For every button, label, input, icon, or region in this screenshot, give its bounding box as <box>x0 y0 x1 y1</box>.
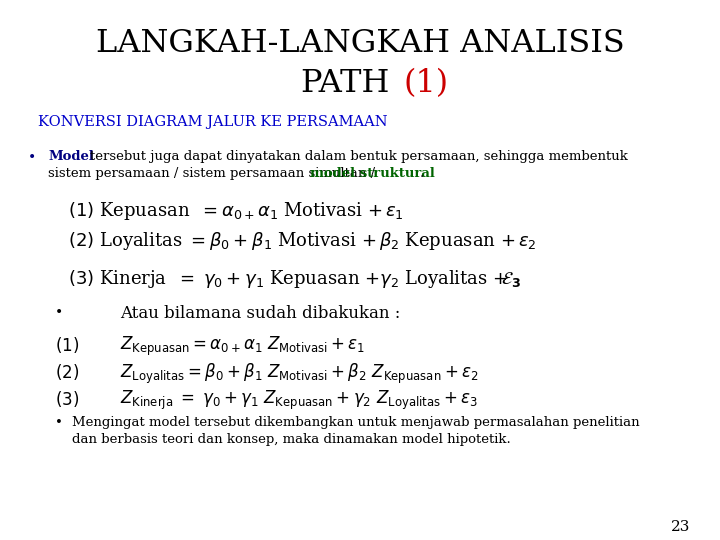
Text: Model: Model <box>48 150 94 163</box>
Text: $(1)$ Kepuasan $\;=\alpha_{0+}\alpha_1$ Motivasi $+\,\varepsilon_1$: $(1)$ Kepuasan $\;=\alpha_{0+}\alpha_1$ … <box>68 200 404 222</box>
Text: $Z_{\mathrm{Kepuasan}} = \alpha_{0+} \alpha_1\ Z_{\mathrm{Motivasi}} + \varepsil: $Z_{\mathrm{Kepuasan}} = \alpha_{0+} \al… <box>120 335 365 358</box>
Text: $Z_{\mathrm{Kinerja}} \;=\; \gamma_0 + \gamma_1\ Z_{\mathrm{Kepuasan}} + \gamma_: $Z_{\mathrm{Kinerja}} \;=\; \gamma_0 + \… <box>120 389 478 412</box>
Text: dan berbasis teori dan konsep, maka dinamakan model hipotetik.: dan berbasis teori dan konsep, maka dina… <box>72 433 510 446</box>
Text: 23: 23 <box>670 520 690 534</box>
Text: model struktural: model struktural <box>310 167 435 180</box>
Text: •: • <box>28 150 36 164</box>
Text: •: • <box>55 416 63 429</box>
Text: $(1)$: $(1)$ <box>55 335 79 355</box>
Text: (1): (1) <box>403 68 448 99</box>
Text: KONVERSI DIAGRAM JALUR KE PERSAMAAN: KONVERSI DIAGRAM JALUR KE PERSAMAAN <box>38 115 387 129</box>
Text: PATH: PATH <box>300 68 390 99</box>
Text: .: . <box>420 167 424 180</box>
Text: sistem persamaan / sistem persamaan simultan /: sistem persamaan / sistem persamaan simu… <box>48 167 379 180</box>
Text: LANGKAH-LANGKAH ANALISIS: LANGKAH-LANGKAH ANALISIS <box>96 28 624 59</box>
Text: $(3)$: $(3)$ <box>55 389 79 409</box>
Text: $Z_{\mathrm{Loyalitas}} = \beta_0 + \beta_1\ Z_{\mathrm{Motivasi}} + \beta_2\ Z_: $Z_{\mathrm{Loyalitas}} = \beta_0 + \bet… <box>120 362 479 386</box>
Text: $(3)$ Kinerja $\;=\; \gamma_0 + \gamma_1$ Kepuasan $+ \gamma_2$ Loyalitas $+\!\!: $(3)$ Kinerja $\;=\; \gamma_0 + \gamma_1… <box>68 268 522 290</box>
Text: $(2)$: $(2)$ <box>55 362 79 382</box>
Text: Mengingat model tersebut dikembangkan untuk menjawab permasalahan penelitian: Mengingat model tersebut dikembangkan un… <box>72 416 639 429</box>
Text: Atau bilamana sudah dibakukan :: Atau bilamana sudah dibakukan : <box>120 305 400 322</box>
Text: $(2)$ Loyalitas $= \beta_0 + \beta_1$ Motivasi $+\,\beta_2$ Kepuasan $+\,\vareps: $(2)$ Loyalitas $= \beta_0 + \beta_1$ Mo… <box>68 230 536 252</box>
Text: tersebut juga dapat dinyatakan dalam bentuk persamaan, sehingga membentuk: tersebut juga dapat dinyatakan dalam ben… <box>90 150 628 163</box>
Text: •: • <box>55 305 63 319</box>
